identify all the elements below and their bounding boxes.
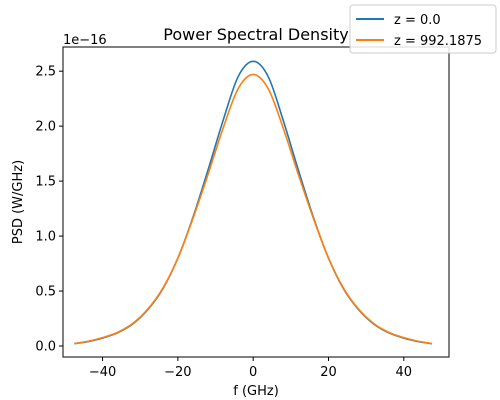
y-axis-ticks: 0.0 0.5 1.0 1.5 2.0 2.5	[35, 65, 63, 355]
x-tick-label: −20	[164, 365, 191, 380]
y-axis-label: PSD (W/GHz)	[11, 160, 26, 244]
legend-label-z992: z = 992.1875	[394, 34, 482, 49]
x-tick-label: 40	[396, 365, 413, 380]
x-tick-label: −40	[89, 365, 116, 380]
y-tick-label: 1.5	[35, 175, 56, 190]
x-tick-label: 20	[320, 365, 337, 380]
series-line-z992	[74, 73, 433, 345]
legend-box	[349, 4, 497, 54]
y-tick-label: 0.5	[35, 285, 56, 300]
series-lines	[74, 60, 433, 345]
legend-label-z0: z = 0.0	[394, 13, 441, 28]
x-axis-label: f (GHz)	[233, 384, 279, 399]
y-tick-label: 1.0	[35, 230, 56, 245]
y-tick-label: 2.0	[35, 120, 56, 135]
x-axis-ticks: −40 −20 0 20 40	[89, 357, 412, 380]
y-scale-factor-label: 1e−16	[63, 33, 107, 48]
y-tick-label: 0.0	[35, 340, 56, 355]
plot-area-frame	[62, 46, 450, 358]
y-tick-label: 2.5	[35, 65, 56, 80]
x-tick-label: 0	[249, 365, 257, 380]
legend: z = 0.0 z = 992.1875	[349, 4, 497, 54]
chart-title: Power Spectral Density	[163, 25, 348, 44]
